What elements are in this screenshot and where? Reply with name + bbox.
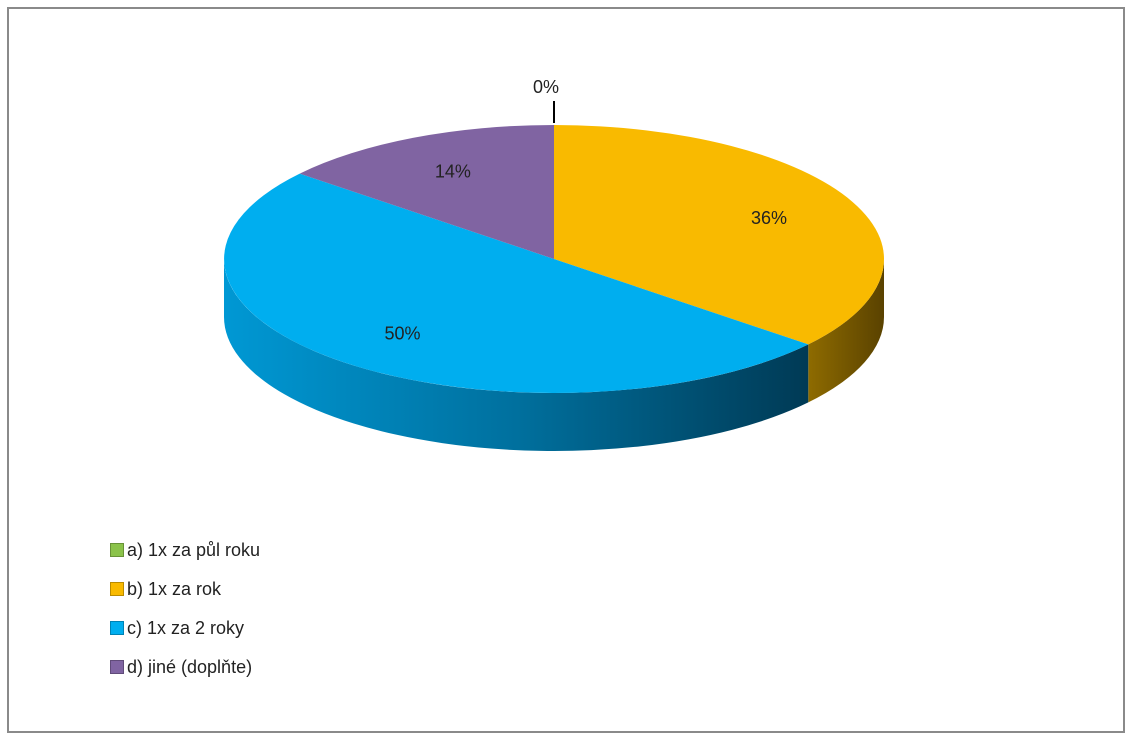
data-label-c: 50%	[385, 323, 421, 343]
pie-slice-d	[299, 125, 554, 259]
legend-swatch-d	[110, 660, 124, 674]
legend-item-b: b) 1x za rok	[110, 575, 260, 603]
pie-side-b	[808, 259, 884, 403]
legend-label-c: c) 1x za 2 roky	[127, 617, 245, 638]
pie-side-c	[224, 259, 809, 452]
legend-label-d: d) jiné (doplňte)	[127, 656, 253, 677]
legend-label-a: a) 1x za půl roku	[127, 539, 261, 560]
pie-top-faces	[224, 125, 884, 393]
pie-data-labels: 0% 36% 50% 14%	[385, 77, 787, 343]
legend-label-b: b) 1x za rok	[127, 578, 222, 599]
data-label-b: 36%	[751, 208, 787, 228]
legend-swatch-a	[110, 543, 124, 557]
pie-side-walls	[224, 259, 884, 452]
data-label-d: 14%	[435, 162, 471, 182]
legend: a) 1x za půl roku b) 1x za rok c) 1x za …	[110, 536, 260, 692]
pie-slice-c	[224, 173, 809, 393]
legend-swatch-c	[110, 621, 124, 635]
legend-item-d: d) jiné (doplňte)	[110, 653, 260, 681]
pie-slice-b	[554, 125, 884, 345]
legend-item-a: a) 1x za půl roku	[110, 536, 260, 564]
data-label-a: 0%	[533, 77, 559, 97]
legend-item-c: c) 1x za 2 roky	[110, 614, 260, 642]
legend-swatch-b	[110, 582, 124, 596]
